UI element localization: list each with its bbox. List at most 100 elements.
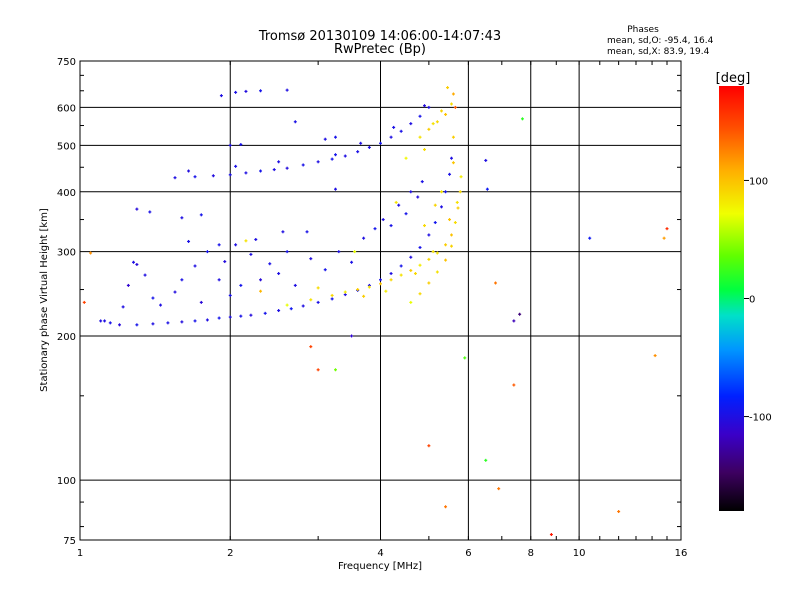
y-axis-label: Stationary phase Virtual Height [km] [39,208,50,392]
data-point [180,320,184,324]
data-point [427,281,431,285]
data-point [399,264,403,268]
data-point [418,245,422,249]
data-point [254,237,258,241]
data-point [444,190,448,194]
data-point [99,319,103,323]
data-point [330,157,334,161]
data-point [217,278,221,282]
data-point [135,207,139,211]
data-point [281,230,285,234]
x-axis-label: Frequency [MHz] [338,561,422,572]
colorbar-label: [deg] [716,71,751,86]
x-tick-label: 2 [227,548,233,559]
data-point [121,305,125,309]
data-point [444,505,448,509]
data-point [343,293,347,297]
y-tick-label: 750 [57,57,76,68]
data-point [409,300,413,304]
grid-lines [80,61,681,540]
data-point [234,90,238,94]
data-point [379,282,382,286]
colorbar-tick-label: -100 [749,413,772,424]
data-point [588,236,592,240]
data-point [356,150,360,154]
data-point [330,297,334,301]
data-point [367,285,371,289]
chart-subtitle: RwPretec (Bp) [334,42,426,57]
data-point [239,143,243,147]
data-point [427,444,431,448]
data-point [193,175,197,179]
data-point [193,264,197,268]
data-point [316,368,320,372]
data-point [259,289,263,293]
data-point [173,176,177,180]
data-point [244,239,248,243]
data-point [418,263,422,267]
data-point [512,383,516,387]
x-axis-ticks: 1 2 4 6 8 10 16 [77,61,687,559]
stats-line-x: mean, sd,X: 83.9, 19.4 [607,47,710,57]
data-point [180,278,184,282]
data-point [448,172,452,176]
y-tick-label: 100 [57,476,76,487]
data-point [89,251,93,255]
data-point [333,187,337,191]
data-point [427,105,431,109]
data-point [420,180,424,184]
data-point [418,114,422,118]
data-point [427,257,431,261]
data-point [272,168,276,172]
colorbar-tick-label: 100 [749,176,768,187]
data-point [379,278,382,282]
data-point [381,218,385,222]
x-tick-label: 4 [377,548,383,559]
data-point [455,200,459,204]
data-point [404,212,408,216]
data-point [440,109,444,113]
data-point [333,135,337,139]
data-point [449,156,453,160]
data-point [448,218,452,222]
data-point [356,288,360,292]
data-point [665,227,669,231]
data-point [359,141,363,145]
data-point [353,250,357,254]
data-point [451,135,455,139]
data-point [520,117,524,121]
data-point [453,105,457,109]
data-point [126,283,130,287]
data-point [309,298,313,302]
data-point [285,88,289,92]
data-point [289,307,293,311]
data-point [316,160,320,164]
data-point [293,120,297,124]
data-point [418,292,422,296]
data-point [418,135,422,139]
data-point [343,290,347,294]
data-point [404,156,408,160]
data-point [435,270,439,274]
data-point [249,252,253,256]
data-point [228,293,232,297]
data-point [103,319,107,323]
y-tick-label: 600 [57,103,76,114]
data-point [409,190,413,194]
data-point [435,251,439,255]
data-point [343,154,347,158]
data-point [446,86,450,90]
data-point [135,262,139,266]
data-point [389,272,393,276]
data-point [494,281,498,285]
data-point [228,173,232,177]
data-point [330,293,334,297]
data-point [451,92,455,96]
data-point [323,268,327,272]
data-point [409,255,413,259]
data-point [333,153,337,157]
data-point [180,216,184,220]
data-point [431,250,435,254]
data-point [440,190,444,194]
y-tick-label: 200 [57,332,76,343]
